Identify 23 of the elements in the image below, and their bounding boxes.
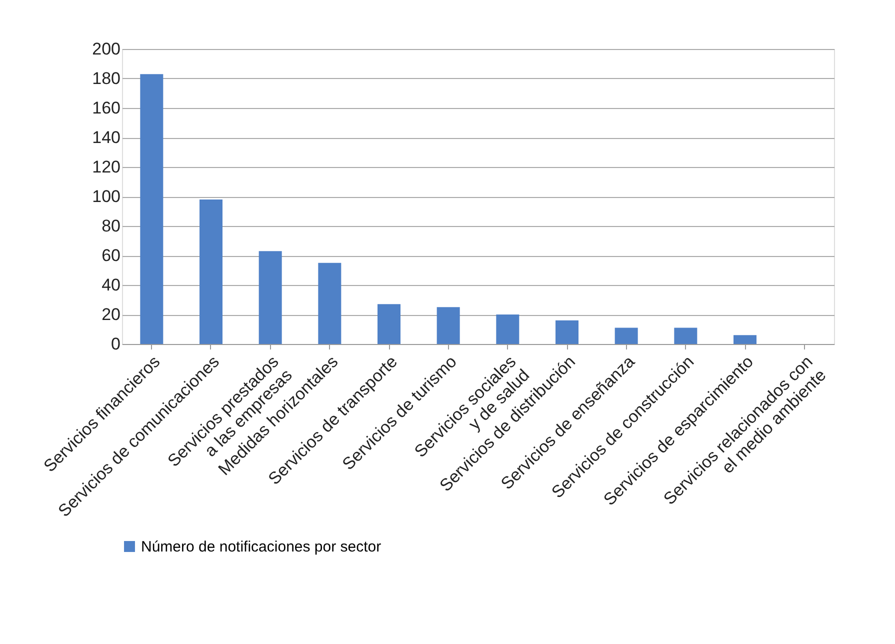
bar	[258, 251, 282, 344]
bar	[734, 335, 756, 344]
y-tick-label: 200	[92, 40, 120, 58]
y-tick-label: 40	[102, 276, 120, 294]
bar	[674, 328, 698, 344]
y-tick-label: 80	[102, 216, 120, 236]
y-tick-label: 0	[111, 334, 120, 354]
y-tick-label: 120	[92, 158, 120, 176]
y-tick-label: 180	[92, 69, 120, 88]
bar	[436, 307, 460, 344]
bar	[496, 314, 520, 344]
bar	[378, 304, 400, 344]
legend-label: Número de notificaciones por sector	[141, 538, 382, 556]
bar	[556, 320, 578, 344]
bar	[318, 262, 342, 344]
bar	[140, 74, 164, 344]
bar	[614, 328, 638, 344]
y-tick-label: 140	[92, 128, 120, 147]
y-tick-label: 160	[92, 98, 120, 118]
y-tick-label: 60	[102, 246, 120, 265]
y-tick-label: 20	[102, 305, 120, 324]
y-tick-label: 100	[92, 187, 120, 206]
bar	[200, 199, 222, 344]
